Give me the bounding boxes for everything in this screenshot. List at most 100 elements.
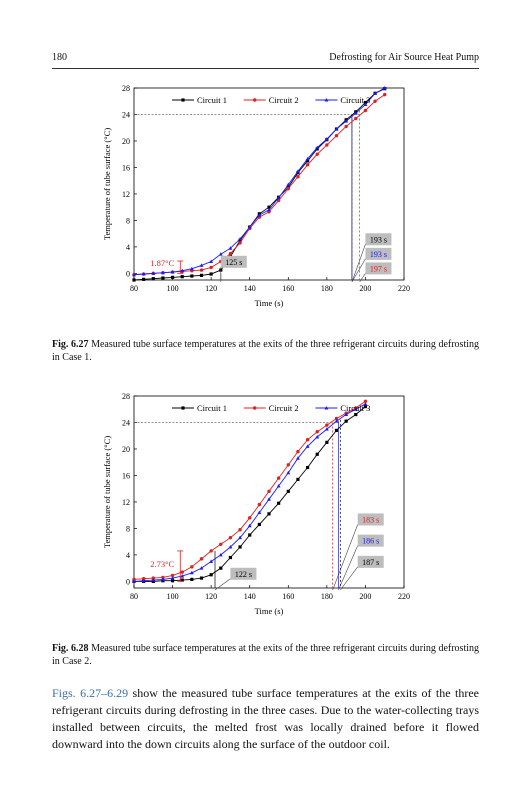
data-point-circuit-3 bbox=[247, 225, 252, 229]
data-point-circuit-2 bbox=[199, 268, 204, 272]
data-point-circuit-1 bbox=[354, 412, 358, 417]
data-point-circuit-2 bbox=[334, 416, 339, 421]
data-point-circuit-1 bbox=[257, 522, 261, 527]
data-point-circuit-1 bbox=[325, 440, 329, 444]
time-callout-box bbox=[365, 247, 392, 260]
time-callout-box bbox=[230, 567, 257, 580]
time-callout-leader bbox=[351, 244, 366, 283]
series-line-circuit-3 bbox=[133, 403, 366, 582]
data-point-circuit-3 bbox=[180, 268, 185, 273]
data-point-circuit-1 bbox=[219, 566, 223, 570]
data-point-circuit-3 bbox=[170, 576, 175, 580]
data-point-circuit-1 bbox=[170, 275, 175, 279]
data-point-circuit-3 bbox=[267, 207, 271, 212]
x-tick-label: 160 bbox=[282, 284, 294, 293]
data-point-circuit-3 bbox=[315, 435, 320, 439]
x-tick-label: 160 bbox=[282, 592, 294, 601]
data-point-circuit-2 bbox=[305, 163, 310, 167]
data-point-circuit-2 bbox=[286, 186, 290, 191]
legend-label: Circuit 1 bbox=[197, 95, 227, 105]
y-tick-label: 8 bbox=[126, 524, 130, 533]
data-point-circuit-3 bbox=[305, 156, 310, 161]
data-point-circuit-3 bbox=[228, 544, 233, 549]
data-point-circuit-3 bbox=[257, 213, 262, 217]
data-point-circuit-3 bbox=[334, 419, 339, 423]
data-point-circuit-1 bbox=[315, 452, 319, 456]
data-point-circuit-3 bbox=[199, 263, 204, 267]
y-tick-label: 16 bbox=[122, 163, 130, 172]
x-tick-label: 220 bbox=[398, 592, 410, 601]
x-tick-label: 140 bbox=[244, 592, 256, 601]
x-tick-label: 180 bbox=[321, 284, 333, 293]
series-line-circuit-1 bbox=[133, 88, 385, 281]
legend-label: Circuit 3 bbox=[340, 403, 370, 413]
data-point-circuit-3 bbox=[238, 535, 242, 540]
data-point-circuit-3 bbox=[161, 577, 165, 581]
data-point-circuit-2 bbox=[363, 399, 368, 403]
data-point-circuit-3 bbox=[334, 127, 339, 131]
data-point-circuit-3 bbox=[247, 523, 252, 528]
x-tick-label: 120 bbox=[205, 284, 217, 293]
time-callout-leader bbox=[359, 273, 366, 283]
data-point-circuit-1 bbox=[170, 579, 175, 583]
data-point-circuit-1 bbox=[305, 465, 310, 470]
caption-label: Fig. 6.28 bbox=[52, 643, 89, 654]
legend-label: Circuit 2 bbox=[269, 403, 299, 413]
data-point-circuit-2 bbox=[199, 557, 204, 561]
legend-label: Circuit 1 bbox=[197, 403, 227, 413]
time-callout-label: 122 s bbox=[235, 570, 252, 579]
legend-label: Circuit 3 bbox=[340, 95, 370, 105]
data-point-circuit-3 bbox=[257, 510, 262, 515]
time-callout-box bbox=[220, 255, 247, 268]
data-point-circuit-2 bbox=[238, 241, 242, 245]
figure-reference-link[interactable]: Figs. 6.27–6.29 bbox=[52, 686, 129, 700]
data-point-circuit-3 bbox=[324, 427, 329, 431]
data-point-circuit-2 bbox=[180, 570, 184, 574]
x-axis-label: Time (s) bbox=[255, 298, 284, 308]
data-point-circuit-3 bbox=[141, 578, 146, 583]
data-point-circuit-2 bbox=[276, 476, 281, 480]
data-point-circuit-3 bbox=[141, 272, 146, 276]
legend-marker bbox=[324, 406, 329, 410]
y-tick-label: 20 bbox=[122, 137, 130, 146]
data-point-circuit-3 bbox=[151, 578, 156, 582]
series-line-circuit-1 bbox=[134, 406, 366, 582]
data-point-circuit-1 bbox=[267, 512, 271, 516]
data-point-circuit-1 bbox=[209, 573, 213, 577]
data-point-circuit-1 bbox=[267, 205, 271, 209]
figure-6-28-caption: Fig. 6.28 Measured tube surface temperat… bbox=[52, 642, 479, 668]
data-point-circuit-2 bbox=[344, 124, 348, 129]
plot-frame bbox=[133, 87, 405, 281]
x-axis-label: Time (s) bbox=[255, 606, 284, 616]
time-callout-label: 197 s bbox=[370, 264, 387, 273]
data-point-circuit-3 bbox=[218, 252, 223, 256]
data-point-circuit-2 bbox=[296, 175, 300, 179]
y-tick-label: 0 bbox=[126, 577, 130, 586]
y-axis-label: Temperature of tube surface (°C) bbox=[102, 436, 112, 548]
y-tick-label: 28 bbox=[122, 392, 130, 401]
data-point-circuit-2 bbox=[238, 528, 242, 532]
time-callout-box bbox=[365, 233, 392, 246]
x-tick-label: 180 bbox=[321, 592, 333, 601]
data-point-circuit-3 bbox=[373, 91, 377, 95]
data-point-circuit-1 bbox=[142, 277, 146, 281]
y-tick-label: 12 bbox=[122, 190, 130, 199]
data-point-circuit-1 bbox=[344, 419, 348, 423]
data-point-circuit-3 bbox=[199, 566, 204, 570]
data-point-circuit-3 bbox=[286, 470, 291, 475]
legend-marker bbox=[324, 98, 329, 102]
data-point-circuit-3 bbox=[180, 574, 185, 578]
data-point-circuit-3 bbox=[324, 136, 329, 141]
caption-text: Measured tube surface temperatures at th… bbox=[52, 339, 480, 363]
data-point-circuit-2 bbox=[305, 437, 310, 442]
data-point-circuit-2 bbox=[334, 133, 339, 138]
data-point-circuit-2 bbox=[373, 99, 377, 103]
data-point-circuit-3 bbox=[161, 270, 165, 275]
y-tick-label: 16 bbox=[122, 471, 130, 480]
figure-6-28: 80 100 120 140 160 180 200 220 0 4 8 12 16 20 24 28 Time… bbox=[52, 390, 479, 640]
time-callout-label: 193 s bbox=[370, 250, 387, 259]
data-point-circuit-3 bbox=[305, 444, 310, 448]
figure-6-27: 80 100 120 140 160 180 200 220 0 4 8 12 16 20 24 28 Time… bbox=[52, 82, 479, 332]
data-point-circuit-3 bbox=[238, 236, 242, 241]
data-point-circuit-3 bbox=[382, 86, 387, 90]
